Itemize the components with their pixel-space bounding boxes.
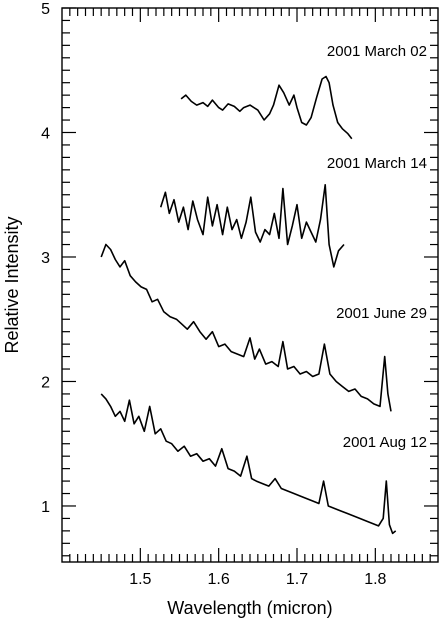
x-tick-label: 1.8 <box>364 571 386 588</box>
series-label-4: 2001 Aug 12 <box>343 434 427 451</box>
series-label-1: 2001 March 02 <box>327 43 427 60</box>
y-tick-label: 1 <box>41 499 50 516</box>
series-line-2 <box>159 184 345 268</box>
y-tick-label: 2 <box>41 374 50 391</box>
series-line-1 <box>180 75 353 140</box>
series-label-3: 2001 June 29 <box>336 305 427 322</box>
y-tick-label: 3 <box>41 250 50 267</box>
series-line-4 <box>100 393 397 535</box>
y-tick-label: 4 <box>41 125 50 142</box>
y-tick-label: 5 <box>41 1 50 18</box>
series-labels: 2001 March 02 2001 March 14 2001 June 29 20… <box>327 43 427 451</box>
x-tick-label: 1.5 <box>129 571 151 588</box>
x-tick-label: 1.7 <box>286 571 308 588</box>
series-line-3 <box>100 243 392 412</box>
x-tick-label: 1.6 <box>208 571 230 588</box>
series-lines <box>100 75 397 535</box>
axis-ticks: 1.5 1.6 1.7 1.8 1 2 3 4 5 <box>41 1 438 588</box>
y-axis-title: Relative Intensity <box>2 216 22 353</box>
series-label-2: 2001 March 14 <box>327 155 427 172</box>
x-axis-title: Wavelength (micron) <box>167 598 332 618</box>
plot-frame <box>61 7 439 563</box>
